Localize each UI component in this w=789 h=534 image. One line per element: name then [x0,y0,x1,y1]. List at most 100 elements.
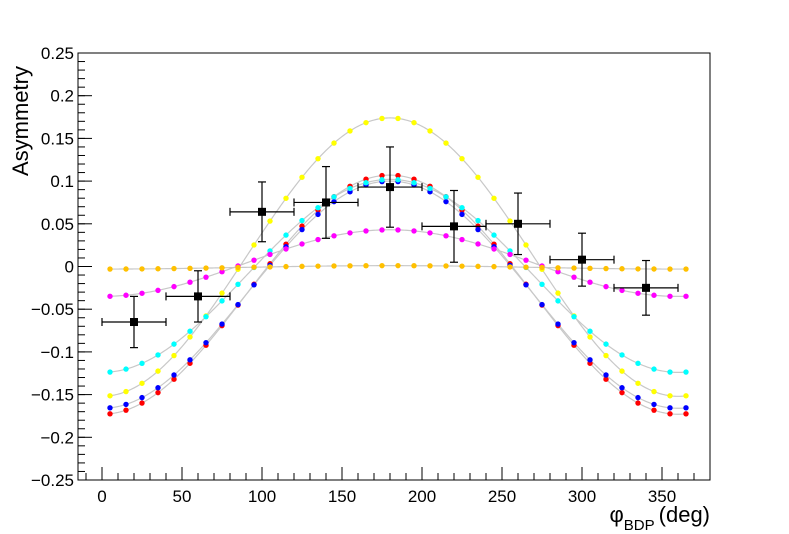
model-point [123,401,129,408]
model-point [603,265,609,272]
model-point [683,405,689,411]
model-point [459,211,465,218]
model-point [187,334,193,340]
model-point [331,194,337,200]
model-point [427,128,433,134]
model-point [603,376,609,382]
model-point [603,352,609,359]
tick-labels: −0.25 −0.2 −0.15 −0.1 −0.05 0 0.05 0.1 0.15 0.2 0.… [31,44,676,506]
model-point [491,246,497,252]
model-point [235,264,241,271]
model-point [347,263,353,269]
model-point [539,281,545,288]
model-point [539,301,545,308]
model-point [411,119,417,126]
model-point [379,227,385,233]
model-point [139,290,145,296]
model-points [107,115,689,417]
model-point [299,241,305,247]
model-point [139,266,145,272]
model-point [363,119,369,126]
model-point [251,242,257,248]
model-point [123,388,129,395]
y-tick-label: 0.05 [41,215,74,234]
model-curve-line [109,178,687,374]
y-tick-label: 0.2 [50,87,74,106]
measured-point-marker [642,283,650,292]
y-tick-label: −0.25 [31,471,74,490]
y-tick-label: 0.15 [41,129,74,148]
model-point [651,292,657,298]
model-point [299,174,305,180]
model-point [683,266,689,272]
measured-point-marker [130,318,138,327]
model-point [427,263,433,269]
model-point [683,393,689,399]
model-point [219,269,225,275]
model-point [619,352,625,358]
model-point [475,241,481,247]
measured-points [101,146,679,349]
model-point [411,179,417,186]
model-point [635,400,641,406]
measured-point-marker [322,198,330,207]
model-point [107,405,113,411]
model-point [331,198,337,205]
model-point [267,218,273,224]
x-tick-label: 150 [328,487,356,506]
model-point [283,195,289,201]
model-point [395,177,401,183]
model-point [171,376,177,382]
model-point [555,265,561,271]
model-point [619,368,625,374]
model-point [603,283,609,290]
model-point [635,290,641,296]
model-point [155,287,161,294]
model-point [331,140,337,146]
model-point [251,264,257,270]
model-point [171,341,177,347]
x-tick-label: 0 [97,487,106,506]
x-tick-label: 200 [408,487,436,506]
model-point [651,407,657,413]
model-point [427,230,433,236]
model-point [235,301,241,308]
model-point [667,411,673,417]
model-point [571,339,577,346]
model-point [411,263,417,269]
model-point [267,264,273,270]
model-point [651,366,657,372]
model-point [123,292,129,298]
model-point [683,411,689,417]
model-point [203,339,209,346]
model-point [459,204,465,211]
model-point [475,263,481,270]
model-point [107,411,113,417]
y-tick-label: −0.15 [31,386,74,405]
model-point [155,385,161,391]
model-point [555,321,561,327]
y-tick-label: −0.2 [40,428,74,447]
model-point [555,298,561,304]
model-point [443,233,449,239]
model-point [187,357,193,363]
model-point [619,266,625,272]
model-point [619,389,625,396]
model-point [411,228,417,234]
model-point [123,366,129,372]
model-point [139,360,145,367]
model-point [555,290,561,296]
model-point [587,279,593,285]
x-tick-label: 350 [648,487,676,506]
model-point [171,352,177,359]
model-point [651,388,657,395]
model-point [283,263,289,270]
model-point [283,246,289,252]
model-point [123,266,129,272]
model-point [523,264,529,270]
model-point [251,257,257,263]
model-point [635,266,641,272]
model-point [571,313,577,320]
model-point [283,232,289,238]
